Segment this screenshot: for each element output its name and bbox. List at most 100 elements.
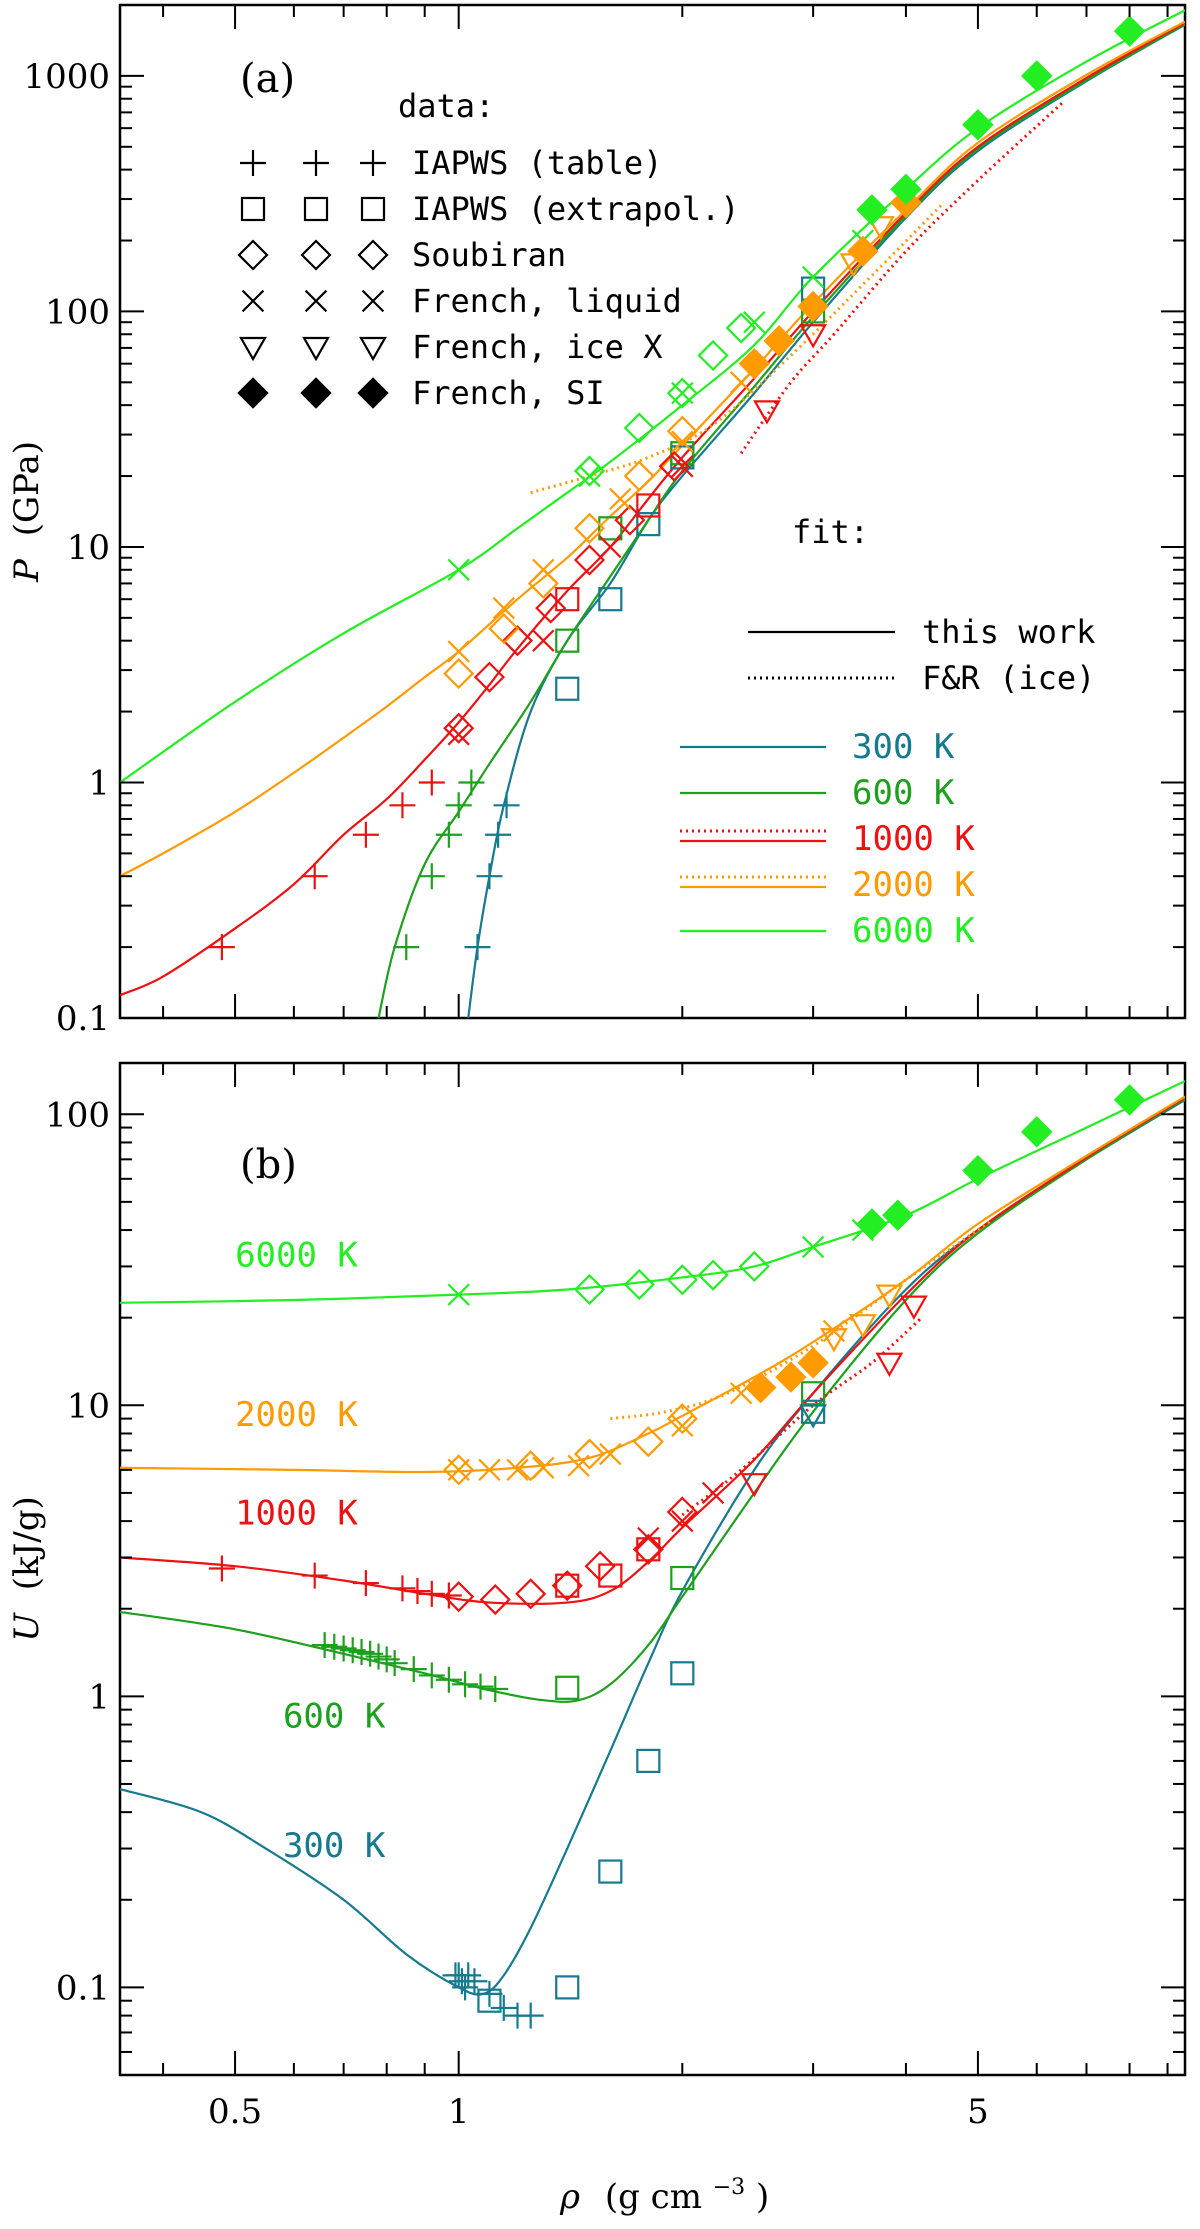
data-point-cross xyxy=(671,1509,694,1533)
data-point-diamond xyxy=(443,712,475,744)
data-point-plus xyxy=(517,2002,544,2029)
fit-curve-2000k-solid xyxy=(120,20,1185,878)
data-point-diamond xyxy=(479,1584,511,1616)
legend-marker-plus xyxy=(240,150,266,176)
legend-marker-plus xyxy=(303,150,329,176)
legend-marker-plus xyxy=(360,150,386,176)
data-point-triangle-down xyxy=(799,324,828,349)
data-point-diamond-filled xyxy=(1021,60,1053,92)
data-point-plus xyxy=(418,769,445,796)
data-point-square xyxy=(598,1563,623,1588)
y-tick-label: 1000 xyxy=(23,57,110,97)
data-point-diamond-filled xyxy=(738,347,771,380)
data-point-cross xyxy=(609,487,632,511)
data-point-square xyxy=(801,1399,826,1424)
legend-fit-label: F&R (ice) xyxy=(922,659,1095,697)
y-tick-label: 10 xyxy=(67,528,110,568)
data-point-triangle-down xyxy=(866,216,895,241)
data-point-cross xyxy=(506,1458,529,1482)
data-point-diamond xyxy=(443,1454,475,1486)
legend-marker-diamond-filled xyxy=(237,377,269,409)
data-point-diamond xyxy=(527,567,559,599)
legend-temperatures: 300 K 600 K 1000 K 2000 K 6000 K xyxy=(680,727,975,951)
data-point-diamond xyxy=(725,312,757,344)
panel-b-ticks: 0.1 1 10 100 0.5 1 5 xyxy=(45,1063,1185,2132)
data-point-plus xyxy=(400,1656,427,1683)
legend-data-label: IAPWS (extrapol.) xyxy=(412,190,740,228)
legend-marker-cross xyxy=(304,289,328,313)
legend-data: data: IAPWS (table) IAPWS (extrapol.) Soub… xyxy=(237,87,740,412)
y-tick-label: 0.1 xyxy=(56,1968,110,2008)
y-symbol-u: U xyxy=(7,1612,47,1642)
data-point-cross xyxy=(599,535,622,559)
data-point-plus xyxy=(490,1994,517,2021)
data-point-plus xyxy=(482,1675,509,1702)
panel-b-energy: 0.1 1 10 100 0.5 1 5 6000 K 2000 K 1000 K 600 K 30… xyxy=(7,1061,1187,2132)
data-point-cross xyxy=(492,596,515,620)
data-point-cross xyxy=(447,1458,470,1482)
legend-series-label: 1000 K xyxy=(852,819,975,859)
data-point-plus xyxy=(455,1962,482,1989)
curve-label-1000k: 1000 K xyxy=(235,1493,358,1533)
data-point-diamond xyxy=(473,661,505,693)
panel-b-y-axis-label: U (kJ/g) xyxy=(7,1496,47,1641)
data-point-plus xyxy=(389,1575,416,1602)
data-point-plus xyxy=(381,1650,408,1677)
x-units: (g cm xyxy=(605,2177,702,2217)
y-symbol-p: P xyxy=(7,558,47,583)
data-point-diamond-filled xyxy=(856,194,888,226)
data-point-plus xyxy=(485,821,512,848)
y-units-kjg: (kJ/g) xyxy=(7,1496,47,1590)
legend-marker-cross xyxy=(361,289,385,313)
x-symbol-rho: ρ xyxy=(559,2177,580,2217)
data-point-square xyxy=(636,512,661,537)
data-point-diamond xyxy=(738,1250,770,1282)
data-point-cross xyxy=(447,558,470,581)
data-point-plus xyxy=(464,934,491,961)
data-point-plus xyxy=(435,1666,462,1693)
data-point-diamond-filled xyxy=(847,235,879,268)
legend-marker-square xyxy=(360,196,386,222)
legend-data-label: French, SI xyxy=(412,374,605,412)
legend-marker-diamond-filled xyxy=(300,377,332,409)
data-point-plus xyxy=(418,1662,445,1689)
data-point-plus xyxy=(435,821,462,848)
data-point-square xyxy=(477,1988,502,2013)
x-units-exponent: −3 xyxy=(713,2175,745,2200)
data-point-triangle-down xyxy=(875,1352,904,1377)
data-point-cross xyxy=(801,1235,825,1259)
data-point-plus xyxy=(389,792,416,819)
data-point-plus xyxy=(435,1582,462,1609)
data-point-triangle-down xyxy=(820,1328,848,1353)
data-point-plus xyxy=(493,792,520,819)
legend-marker-diamond-filled xyxy=(357,377,389,409)
legend-marker-diamond xyxy=(357,239,389,271)
fit-curve-2000k-dotted xyxy=(530,201,946,495)
legend-fit: fit: this work F&R (ice) xyxy=(748,513,1095,697)
legend-marker-triangle-down xyxy=(239,336,267,362)
data-point-square xyxy=(670,1565,695,1591)
data-point-square xyxy=(670,1661,695,1686)
data-point-triangle-down xyxy=(740,1473,769,1498)
data-point-plus xyxy=(418,863,445,890)
data-point-diamond xyxy=(535,592,567,624)
data-point-square xyxy=(598,587,623,612)
data-point-plus xyxy=(393,934,420,961)
legend-data-label: French, ice X xyxy=(412,328,662,366)
legend-marker-cross xyxy=(241,289,265,313)
data-point-diamond xyxy=(623,412,655,444)
x-axis-label: ρ (g cm −3 ) xyxy=(559,2163,769,2217)
data-point-diamond-filled xyxy=(763,325,795,357)
data-point-cross xyxy=(532,629,555,652)
legend-series-label: 6000 K xyxy=(852,911,975,951)
legend-marker-triangle-down xyxy=(359,336,387,362)
data-point-cross xyxy=(637,1526,660,1550)
legend-fit-label: this work xyxy=(922,613,1095,651)
data-point-cross xyxy=(671,381,694,405)
data-point-plus xyxy=(461,1968,488,1995)
data-point-triangle-down xyxy=(753,400,781,425)
legend-data-label: IAPWS (table) xyxy=(412,144,662,182)
data-point-cross xyxy=(671,455,694,478)
curve-label-300k: 300 K xyxy=(283,1826,386,1866)
y-tick-label: 100 xyxy=(45,292,110,332)
